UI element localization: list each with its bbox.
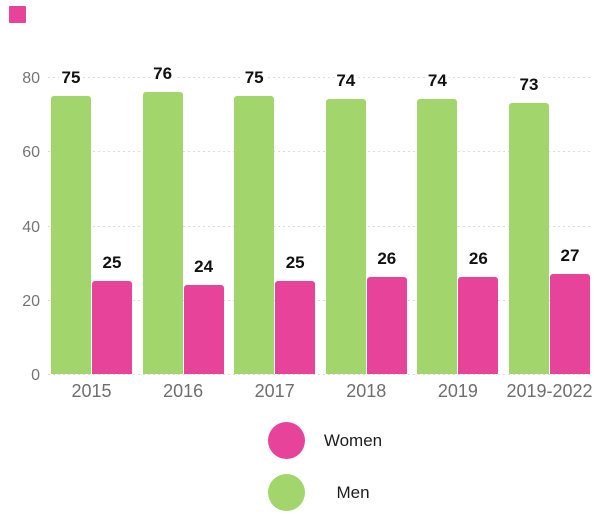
gridline-y60 (48, 151, 593, 153)
bar-men-2015 (51, 95, 91, 374)
gridline-y80 (48, 77, 593, 78)
x-tick-label-2017: 2017 (254, 381, 295, 401)
value-label-women-2015: 25 (100, 253, 124, 274)
legend-item-men: Men (268, 474, 401, 511)
bar-women-2016 (183, 284, 224, 374)
value-label-men-2019-2022: 73 (517, 74, 541, 95)
y-tick-label: 80 (22, 70, 40, 87)
bar-men-2016 (142, 91, 183, 374)
bar-women-2019-2022 (550, 273, 590, 374)
value-label-women-2018: 26 (375, 249, 399, 270)
x-tick-label-2019: 2019 (437, 381, 478, 401)
value-label-men-2015: 75 (59, 67, 83, 88)
y-tick-label: 60 (22, 144, 40, 162)
legend-label-women: Women (323, 430, 383, 450)
bar-women-2018 (366, 277, 407, 374)
x-tick-label-2015: 2015 (71, 381, 112, 401)
bar-women-2019 (458, 277, 499, 374)
bar-men-2018 (325, 99, 366, 374)
value-label-women-2017: 25 (283, 253, 307, 274)
value-label-women-2016: 24 (192, 256, 216, 277)
value-label-women-2019-2022: 27 (558, 245, 582, 266)
legend-circle-icon-men (268, 474, 305, 511)
value-label-men-2018: 74 (334, 71, 358, 92)
x-tick-label-2016: 2016 (163, 381, 204, 401)
chart-legend: Women Men (268, 422, 401, 526)
gridline-y20 (48, 299, 593, 301)
legend-item-women: Women (268, 422, 401, 459)
gridline-y40 (48, 225, 593, 227)
legend-circle-icon-women (268, 422, 305, 459)
value-label-women-2019: 26 (466, 249, 490, 270)
y-tick-label: 20 (22, 292, 40, 310)
bar-men-2019-2022 (509, 102, 549, 374)
gridline-y0 (48, 374, 593, 375)
value-label-men-2016: 76 (151, 63, 175, 84)
x-tick-label-2019-2022: 2019-2022 (506, 381, 593, 401)
bar-women-2017 (275, 281, 316, 374)
corner-accent-square (9, 6, 26, 23)
legend-label-men: Men (336, 482, 370, 502)
bar-men-2019 (417, 99, 458, 374)
bar-women-2015 (92, 281, 132, 374)
y-tick-label: 40 (22, 218, 40, 236)
value-label-men-2019: 74 (425, 71, 449, 92)
value-label-men-2017: 75 (242, 67, 266, 88)
x-tick-label-2018: 2018 (346, 381, 387, 401)
bar-men-2017 (234, 95, 275, 374)
y-tick-label: 0 (31, 367, 40, 384)
